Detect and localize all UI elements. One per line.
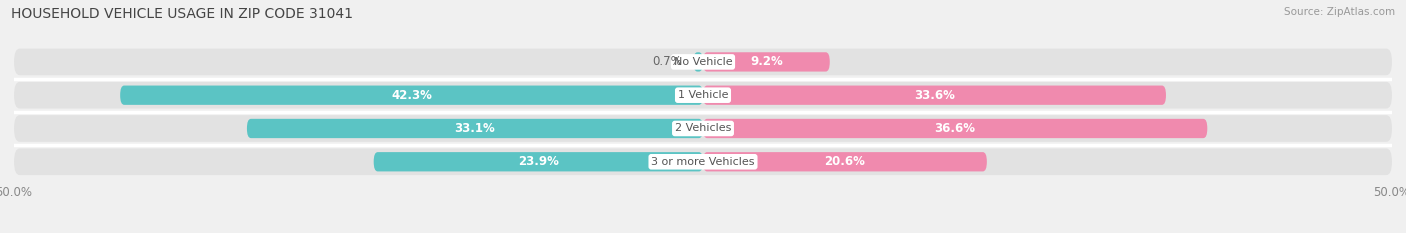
Text: 20.6%: 20.6% <box>824 155 865 168</box>
Text: 2 Vehicles: 2 Vehicles <box>675 123 731 134</box>
FancyBboxPatch shape <box>703 152 987 171</box>
FancyBboxPatch shape <box>14 115 1392 142</box>
Text: 36.6%: 36.6% <box>935 122 976 135</box>
Text: Source: ZipAtlas.com: Source: ZipAtlas.com <box>1284 7 1395 17</box>
Text: 1 Vehicle: 1 Vehicle <box>678 90 728 100</box>
FancyBboxPatch shape <box>14 82 1392 109</box>
FancyBboxPatch shape <box>693 52 703 72</box>
FancyBboxPatch shape <box>14 148 1392 175</box>
FancyBboxPatch shape <box>703 119 1208 138</box>
FancyBboxPatch shape <box>374 152 703 171</box>
Text: 3 or more Vehicles: 3 or more Vehicles <box>651 157 755 167</box>
FancyBboxPatch shape <box>703 86 1166 105</box>
Text: No Vehicle: No Vehicle <box>673 57 733 67</box>
FancyBboxPatch shape <box>703 52 830 72</box>
FancyBboxPatch shape <box>247 119 703 138</box>
FancyBboxPatch shape <box>14 49 1392 75</box>
Text: 33.1%: 33.1% <box>454 122 495 135</box>
Text: 9.2%: 9.2% <box>749 55 783 69</box>
Text: 33.6%: 33.6% <box>914 89 955 102</box>
Text: HOUSEHOLD VEHICLE USAGE IN ZIP CODE 31041: HOUSEHOLD VEHICLE USAGE IN ZIP CODE 3104… <box>11 7 353 21</box>
Text: 42.3%: 42.3% <box>391 89 432 102</box>
FancyBboxPatch shape <box>120 86 703 105</box>
Text: 0.7%: 0.7% <box>652 55 682 69</box>
Text: 23.9%: 23.9% <box>517 155 558 168</box>
